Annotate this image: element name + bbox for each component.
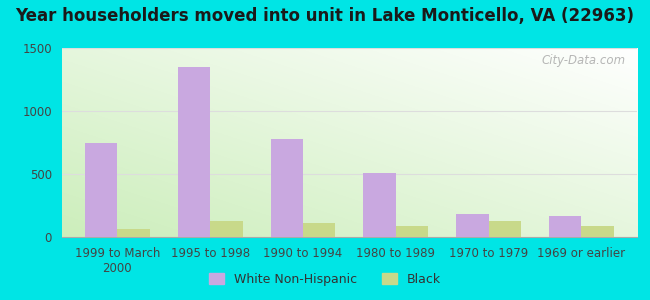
Bar [581, 226, 614, 237]
Bar [363, 173, 396, 237]
Bar [118, 230, 150, 237]
Bar [303, 223, 335, 237]
Text: City-Data.com: City-Data.com [541, 54, 625, 67]
Bar [456, 214, 489, 237]
Bar [489, 220, 521, 237]
Bar [396, 226, 428, 237]
Bar [177, 67, 210, 237]
Text: Year householders moved into unit in Lake Monticello, VA (22963): Year householders moved into unit in Lak… [16, 8, 634, 26]
Bar [549, 216, 581, 237]
Bar [85, 142, 118, 237]
Bar [210, 220, 242, 237]
Legend: White Non-Hispanic, Black: White Non-Hispanic, Black [204, 268, 446, 291]
Bar [270, 139, 303, 237]
